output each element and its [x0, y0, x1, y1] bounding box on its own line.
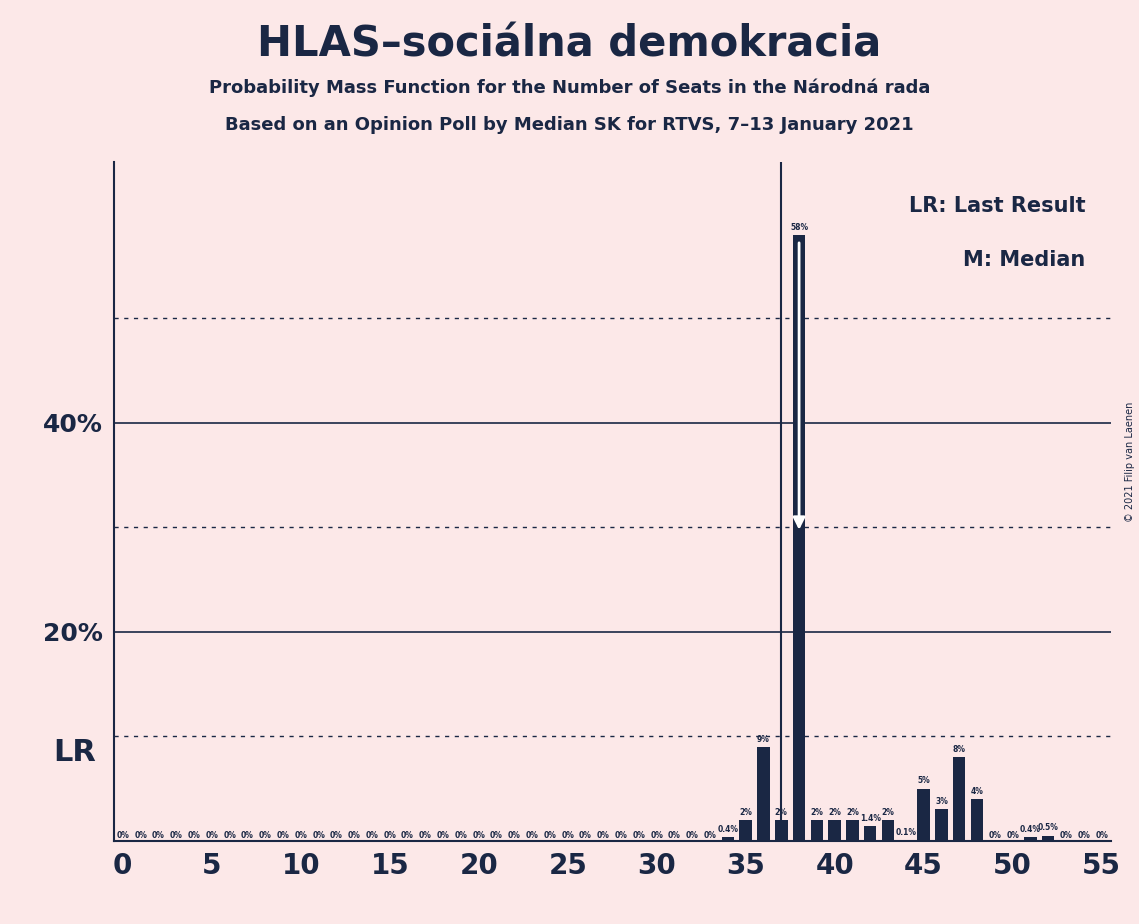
Text: 0%: 0% [1006, 831, 1019, 840]
Bar [739, 820, 752, 841]
Text: 0%: 0% [632, 831, 646, 840]
Bar [917, 788, 929, 841]
Text: 0.4%: 0.4% [718, 824, 738, 833]
Bar [1024, 836, 1036, 841]
Text: 2%: 2% [775, 808, 788, 817]
Text: 0%: 0% [419, 831, 432, 840]
Bar [828, 820, 841, 841]
Text: 0%: 0% [116, 831, 129, 840]
Text: 0%: 0% [223, 831, 236, 840]
Bar [793, 235, 805, 841]
Text: 58%: 58% [790, 223, 809, 232]
Text: 0%: 0% [347, 831, 361, 840]
Text: 0.4%: 0.4% [1019, 824, 1041, 833]
Text: 0%: 0% [454, 831, 467, 840]
Text: 0%: 0% [562, 831, 574, 840]
Bar [935, 809, 948, 841]
Text: 0%: 0% [543, 831, 556, 840]
Text: 0%: 0% [473, 831, 485, 840]
Text: 0%: 0% [1096, 831, 1108, 840]
Text: 0%: 0% [579, 831, 592, 840]
Text: 0%: 0% [330, 831, 343, 840]
Text: 0%: 0% [615, 831, 628, 840]
Text: 0%: 0% [277, 831, 289, 840]
Text: 5%: 5% [917, 776, 931, 785]
Text: M: Median: M: Median [964, 250, 1085, 270]
Text: 0%: 0% [526, 831, 539, 840]
Text: 2%: 2% [811, 808, 823, 817]
Text: 0%: 0% [366, 831, 378, 840]
Text: 0%: 0% [241, 831, 254, 840]
Text: 2%: 2% [882, 808, 894, 817]
Text: 0%: 0% [205, 831, 219, 840]
Text: 0%: 0% [704, 831, 716, 840]
Text: Probability Mass Function for the Number of Seats in the Národná rada: Probability Mass Function for the Number… [208, 79, 931, 97]
Text: 0%: 0% [259, 831, 271, 840]
Text: 0%: 0% [436, 831, 450, 840]
Bar [900, 840, 912, 841]
Text: 0%: 0% [294, 831, 308, 840]
Text: 9%: 9% [757, 735, 770, 744]
Bar [775, 820, 787, 841]
Bar [865, 826, 877, 841]
Text: 0.5%: 0.5% [1038, 823, 1058, 833]
Bar [970, 799, 983, 841]
Text: 0%: 0% [134, 831, 147, 840]
Text: LR: Last Result: LR: Last Result [909, 196, 1085, 215]
Text: 3%: 3% [935, 797, 948, 807]
Text: © 2021 Filip van Laenen: © 2021 Filip van Laenen [1125, 402, 1134, 522]
Text: 0%: 0% [312, 831, 325, 840]
Text: 0%: 0% [1077, 831, 1090, 840]
Bar [846, 820, 859, 841]
Bar [757, 747, 770, 841]
Bar [882, 820, 894, 841]
Bar [722, 836, 735, 841]
Bar [811, 820, 823, 841]
Text: 2%: 2% [739, 808, 752, 817]
Text: LR: LR [54, 737, 96, 767]
Text: 0%: 0% [151, 831, 165, 840]
Text: 0%: 0% [686, 831, 698, 840]
Text: 2%: 2% [828, 808, 841, 817]
Text: 0%: 0% [401, 831, 413, 840]
Bar [1042, 835, 1055, 841]
Text: 8%: 8% [952, 745, 966, 754]
Text: 0%: 0% [669, 831, 681, 840]
Bar [953, 758, 966, 841]
Text: 0%: 0% [989, 831, 1001, 840]
Text: Based on an Opinion Poll by Median SK for RTVS, 7–13 January 2021: Based on an Opinion Poll by Median SK fo… [226, 116, 913, 133]
Text: 0%: 0% [170, 831, 182, 840]
Text: 0%: 0% [188, 831, 200, 840]
Text: 0%: 0% [597, 831, 609, 840]
Text: 0%: 0% [384, 831, 396, 840]
Text: 0%: 0% [650, 831, 663, 840]
Text: 0%: 0% [1059, 831, 1073, 840]
Text: 4%: 4% [970, 787, 983, 796]
Text: 0%: 0% [508, 831, 521, 840]
Text: 1.4%: 1.4% [860, 814, 880, 823]
Text: 0.1%: 0.1% [895, 828, 917, 836]
Text: HLAS–sociálna demokracia: HLAS–sociálna demokracia [257, 23, 882, 65]
Text: 2%: 2% [846, 808, 859, 817]
Text: 0%: 0% [490, 831, 503, 840]
